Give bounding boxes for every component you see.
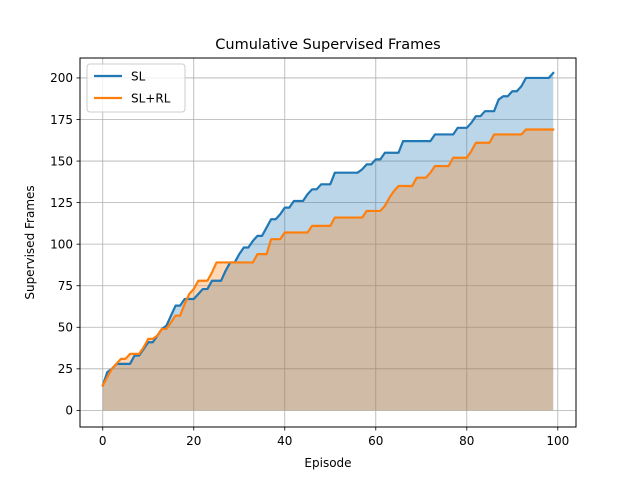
y-tick-label: 200	[50, 71, 73, 85]
plot-frame	[79, 57, 577, 428]
x-tick-label: 0	[99, 434, 107, 448]
y-tick-label: 25	[58, 362, 73, 376]
series-lines	[101, 71, 555, 387]
y-axis-label: Supervised Frames	[23, 185, 37, 299]
legend: SL SL+RL	[86, 63, 186, 113]
x-tick-label: 20	[186, 434, 201, 448]
y-tick-label: 0	[65, 404, 73, 418]
legend-label-series-2: SL+RL	[131, 91, 171, 105]
area-fill-series-2	[102, 129, 554, 411]
y-tick-label: 50	[58, 321, 73, 335]
y-tick-label: 175	[50, 113, 73, 127]
area-fill-series-1	[102, 72, 554, 411]
legend-label-series-1: SL	[131, 69, 146, 83]
chart-title: Cumulative Supervised Frames	[215, 37, 440, 53]
y-tick-label: 150	[50, 154, 73, 168]
x-tick-label: 100	[546, 434, 569, 448]
x-axis-label: Episode	[304, 456, 351, 470]
y-tick-label: 125	[50, 196, 73, 210]
y-tick-label: 75	[58, 279, 73, 293]
y-axis: 0 25 50 75 100 125 150 175 200	[50, 71, 80, 418]
x-axis: 0 20 40 60 80 100	[99, 427, 569, 448]
line-series-2	[101, 128, 555, 387]
line-series-1	[101, 71, 555, 387]
x-tick-label: 40	[277, 434, 292, 448]
x-tick-label: 60	[368, 434, 383, 448]
grid	[80, 58, 576, 427]
y-tick-label: 100	[50, 237, 73, 251]
area-fills	[102, 72, 554, 411]
x-tick-label: 80	[459, 434, 474, 448]
